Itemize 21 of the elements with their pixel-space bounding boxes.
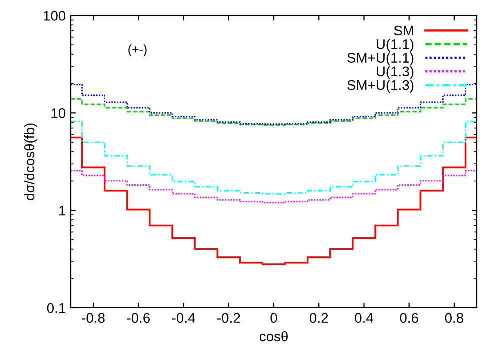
x-tick-label: -0.6 bbox=[127, 313, 150, 324]
y-tick-label: 0.1 bbox=[47, 303, 66, 314]
y-tick-label: 10 bbox=[52, 108, 66, 118]
x-tick-label: -0.4 bbox=[172, 313, 196, 324]
x-tick-label: 0 bbox=[270, 313, 278, 324]
legend-label: SM+U(1.3) bbox=[348, 80, 414, 93]
x-tick-label: 0.2 bbox=[310, 313, 328, 324]
x-tick-label: 0.4 bbox=[355, 313, 374, 324]
x-tick-label: 0.8 bbox=[445, 313, 464, 324]
legend-label: SM+U(1.1) bbox=[348, 52, 414, 66]
legend-label: U(1.3) bbox=[376, 66, 414, 80]
x-tick-label: 0.6 bbox=[400, 313, 418, 324]
x-axis-title: cosθ bbox=[260, 331, 288, 342]
y-tick-label: 1 bbox=[59, 206, 66, 216]
legend-label: SM bbox=[394, 26, 414, 36]
annotation: (+-) bbox=[128, 44, 147, 56]
y-tick-label: 100 bbox=[44, 11, 66, 21]
x-tick-label: -0.2 bbox=[218, 313, 240, 324]
x-tick-label: -0.8 bbox=[82, 313, 105, 324]
y-axis-title: dσ/dcosθ(fb) bbox=[24, 124, 38, 200]
legend-label: U(1.1) bbox=[376, 39, 414, 52]
